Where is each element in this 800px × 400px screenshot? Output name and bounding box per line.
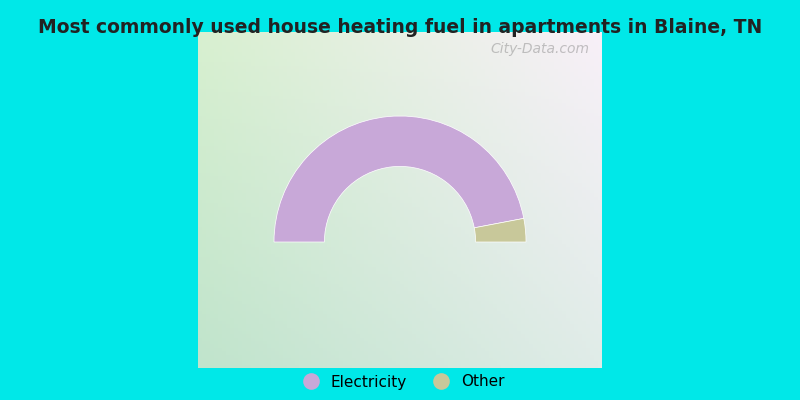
Text: Most commonly used house heating fuel in apartments in Blaine, TN: Most commonly used house heating fuel in… [38, 18, 762, 37]
Text: City-Data.com: City-Data.com [490, 42, 590, 56]
Wedge shape [474, 218, 526, 242]
Wedge shape [274, 116, 524, 242]
Legend: Electricity, Other: Electricity, Other [290, 368, 510, 396]
